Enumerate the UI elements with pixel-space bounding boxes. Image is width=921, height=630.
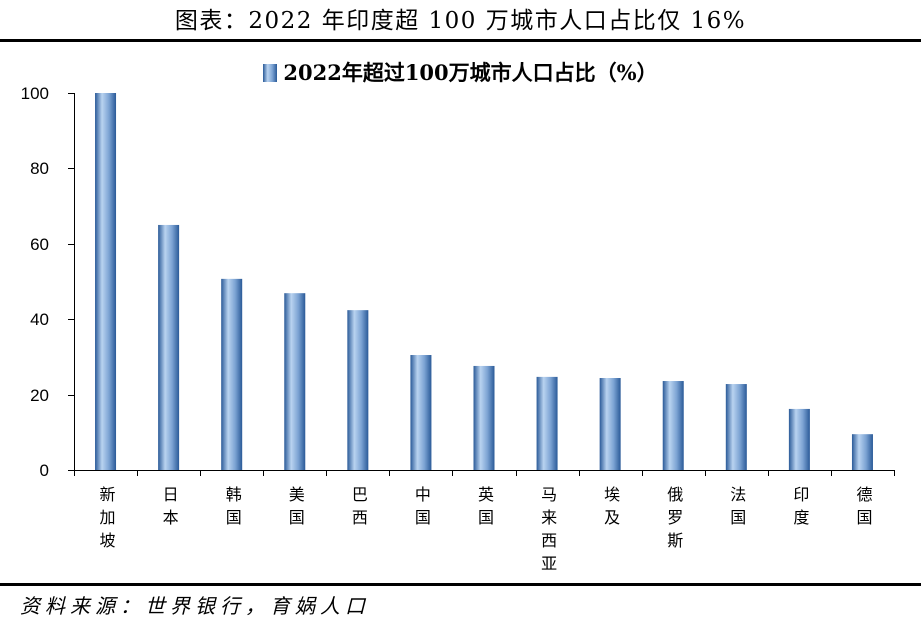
title-rule: [0, 39, 921, 42]
x-tick-label: 日本: [159, 486, 179, 532]
footer-rule: [0, 583, 921, 586]
x-tick-label: 法国: [727, 486, 747, 532]
page-title: 图表：2022 年印度超 100 万城市人口占比仅 16%: [174, 8, 747, 34]
y-tick-label: 60: [30, 234, 49, 254]
legend-label: 2022年超过100万城市人口占比（%）: [283, 60, 658, 85]
y-tick-label: 0: [39, 460, 49, 480]
y-tick-label: 20: [30, 385, 49, 405]
x-tick-label: 新加坡: [96, 486, 116, 555]
x-tick-label: 美国: [285, 486, 305, 532]
x-tick-label: 英国: [475, 486, 494, 532]
bar-9: [599, 378, 621, 470]
x-tick-label: 巴西: [348, 486, 368, 532]
legend-swatch: [263, 64, 278, 82]
x-tick-label: 印度: [790, 486, 810, 532]
x-tick-label: 德国: [853, 486, 873, 532]
bars: [95, 93, 873, 470]
bar-4: [284, 293, 306, 470]
x-tick-label: 韩国: [222, 486, 242, 532]
x-tick-label: 埃及: [601, 486, 621, 532]
x-tick-label: 中国: [411, 486, 431, 532]
x-tick-label: 俄罗斯: [664, 486, 684, 555]
x-tick-label: 马来西亚: [538, 486, 558, 578]
bar-3: [221, 278, 243, 470]
bar-12: [788, 408, 810, 470]
bar-7: [473, 365, 495, 470]
bar-1: [95, 93, 117, 470]
y-tick-label: 100: [20, 83, 49, 103]
bar-11: [725, 384, 747, 470]
bar-13: [851, 434, 873, 470]
y-tick-label: 80: [30, 158, 49, 178]
bar-6: [410, 355, 432, 470]
bar-5: [347, 310, 369, 470]
y-tick-label: 40: [30, 309, 49, 329]
bar-10: [662, 381, 684, 470]
bar-8: [536, 376, 558, 470]
bar-2: [158, 224, 180, 470]
legend: 2022年超过100万城市人口占比（%）: [0, 59, 921, 87]
source-note: 资料来源：世界银行，育娲人口: [20, 594, 370, 618]
